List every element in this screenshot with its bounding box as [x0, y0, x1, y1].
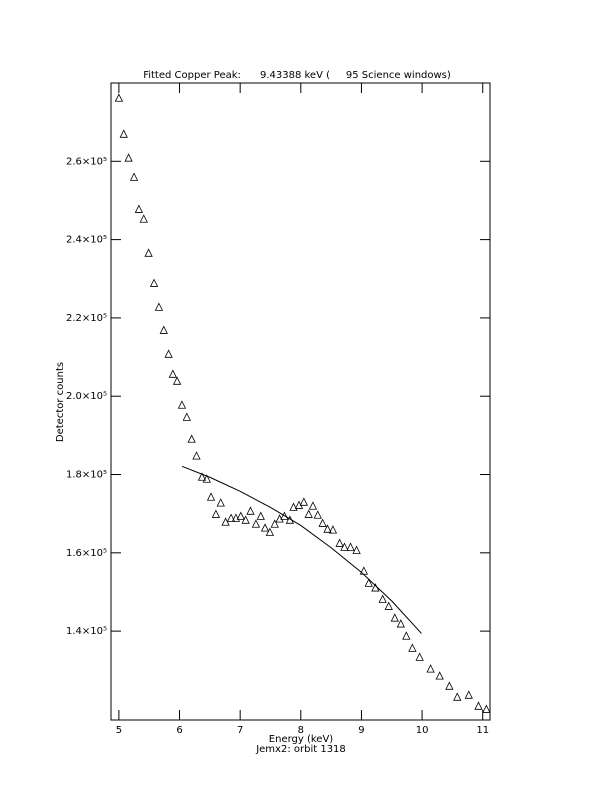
data-point — [216, 498, 225, 507]
y-tick-label: 2.4×10⁵ — [66, 235, 107, 246]
data-point — [192, 451, 201, 460]
data-point — [177, 400, 187, 409]
data-point — [124, 153, 133, 162]
x-axis-label: Energy (keV) — [269, 734, 334, 745]
data-point — [299, 497, 308, 506]
y-tick-label: 2.6×10⁵ — [66, 156, 107, 167]
data-point — [154, 302, 164, 311]
data-point — [197, 472, 207, 481]
fit-line — [181, 465, 422, 634]
data-point — [464, 690, 473, 699]
data-point — [119, 129, 128, 138]
data-point — [445, 681, 454, 690]
y-tick-label: 1.8×10⁵ — [66, 470, 107, 481]
data-point — [340, 542, 349, 551]
x-tick-label: 10 — [416, 725, 429, 736]
data-point — [139, 214, 148, 223]
data-point — [144, 248, 153, 257]
data-point — [308, 501, 318, 510]
data-point — [378, 594, 387, 603]
data-point — [149, 278, 159, 287]
data-point — [129, 172, 139, 181]
data-point — [182, 412, 191, 421]
y-tick-label: 2.2×10⁵ — [66, 313, 107, 324]
data-point — [270, 519, 279, 528]
data-point — [304, 509, 313, 518]
data-point — [313, 510, 322, 519]
data-point — [251, 519, 261, 528]
y-tick-label: 1.6×10⁵ — [66, 548, 107, 559]
data-point — [352, 545, 361, 554]
data-point — [474, 701, 483, 710]
x-tick-label: 8 — [298, 725, 304, 736]
data-point — [187, 434, 196, 443]
data-point — [226, 513, 236, 522]
data-point — [453, 692, 462, 701]
x-tick-label: 9 — [358, 725, 364, 736]
data-point — [164, 349, 173, 358]
x-tick-label: 6 — [176, 725, 182, 736]
data-point — [114, 93, 124, 102]
data-point — [265, 527, 275, 536]
data-point — [364, 578, 373, 587]
y-tick-label: 2.0×10⁵ — [66, 391, 107, 402]
data-point — [402, 631, 411, 640]
data-point — [260, 523, 270, 532]
data-point — [346, 542, 355, 551]
data-point — [256, 511, 265, 520]
data-point — [172, 376, 182, 385]
data-point — [426, 664, 435, 673]
x-tick-label: 7 — [237, 725, 243, 736]
x-tick-label: 11 — [476, 725, 489, 736]
data-point — [408, 643, 417, 652]
data-point — [384, 601, 393, 610]
data-point — [211, 509, 221, 518]
data-point — [221, 517, 230, 526]
data-point — [241, 515, 250, 524]
data-point — [415, 652, 424, 661]
y-tick-label: 1.4×10⁵ — [66, 626, 107, 637]
chart-title: Fitted Copper Peak: 9.43388 keV ( 95 Sci… — [143, 70, 451, 81]
data-point — [482, 704, 491, 713]
data-point — [390, 613, 399, 622]
data-point — [246, 506, 255, 515]
data-point — [396, 619, 406, 628]
data-point — [318, 518, 327, 527]
data-point — [168, 369, 178, 378]
data-point — [335, 538, 344, 547]
data-point — [206, 492, 216, 501]
x-tick-label: 5 — [116, 725, 122, 736]
chart-subtitle: Jemx2: orbit 1318 — [255, 744, 346, 755]
data-point — [289, 502, 298, 511]
data-point — [280, 511, 289, 520]
data-point — [435, 671, 444, 680]
data-point — [328, 525, 338, 534]
data-point — [134, 204, 144, 213]
y-axis-label: Detector counts — [55, 362, 66, 442]
data-point — [159, 325, 168, 334]
data-point — [202, 474, 211, 483]
data-point — [323, 524, 332, 533]
data-point — [236, 511, 245, 520]
